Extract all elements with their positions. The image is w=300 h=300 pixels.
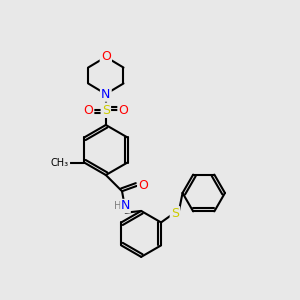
Text: S: S (102, 104, 110, 117)
Text: O: O (83, 104, 93, 117)
Text: CH₃: CH₃ (51, 158, 69, 167)
Text: N: N (121, 200, 130, 212)
Text: O: O (101, 50, 111, 64)
Text: N: N (101, 88, 110, 100)
Text: H: H (114, 201, 121, 211)
Text: S: S (171, 207, 179, 220)
Text: O: O (138, 179, 148, 192)
Text: O: O (118, 104, 128, 117)
